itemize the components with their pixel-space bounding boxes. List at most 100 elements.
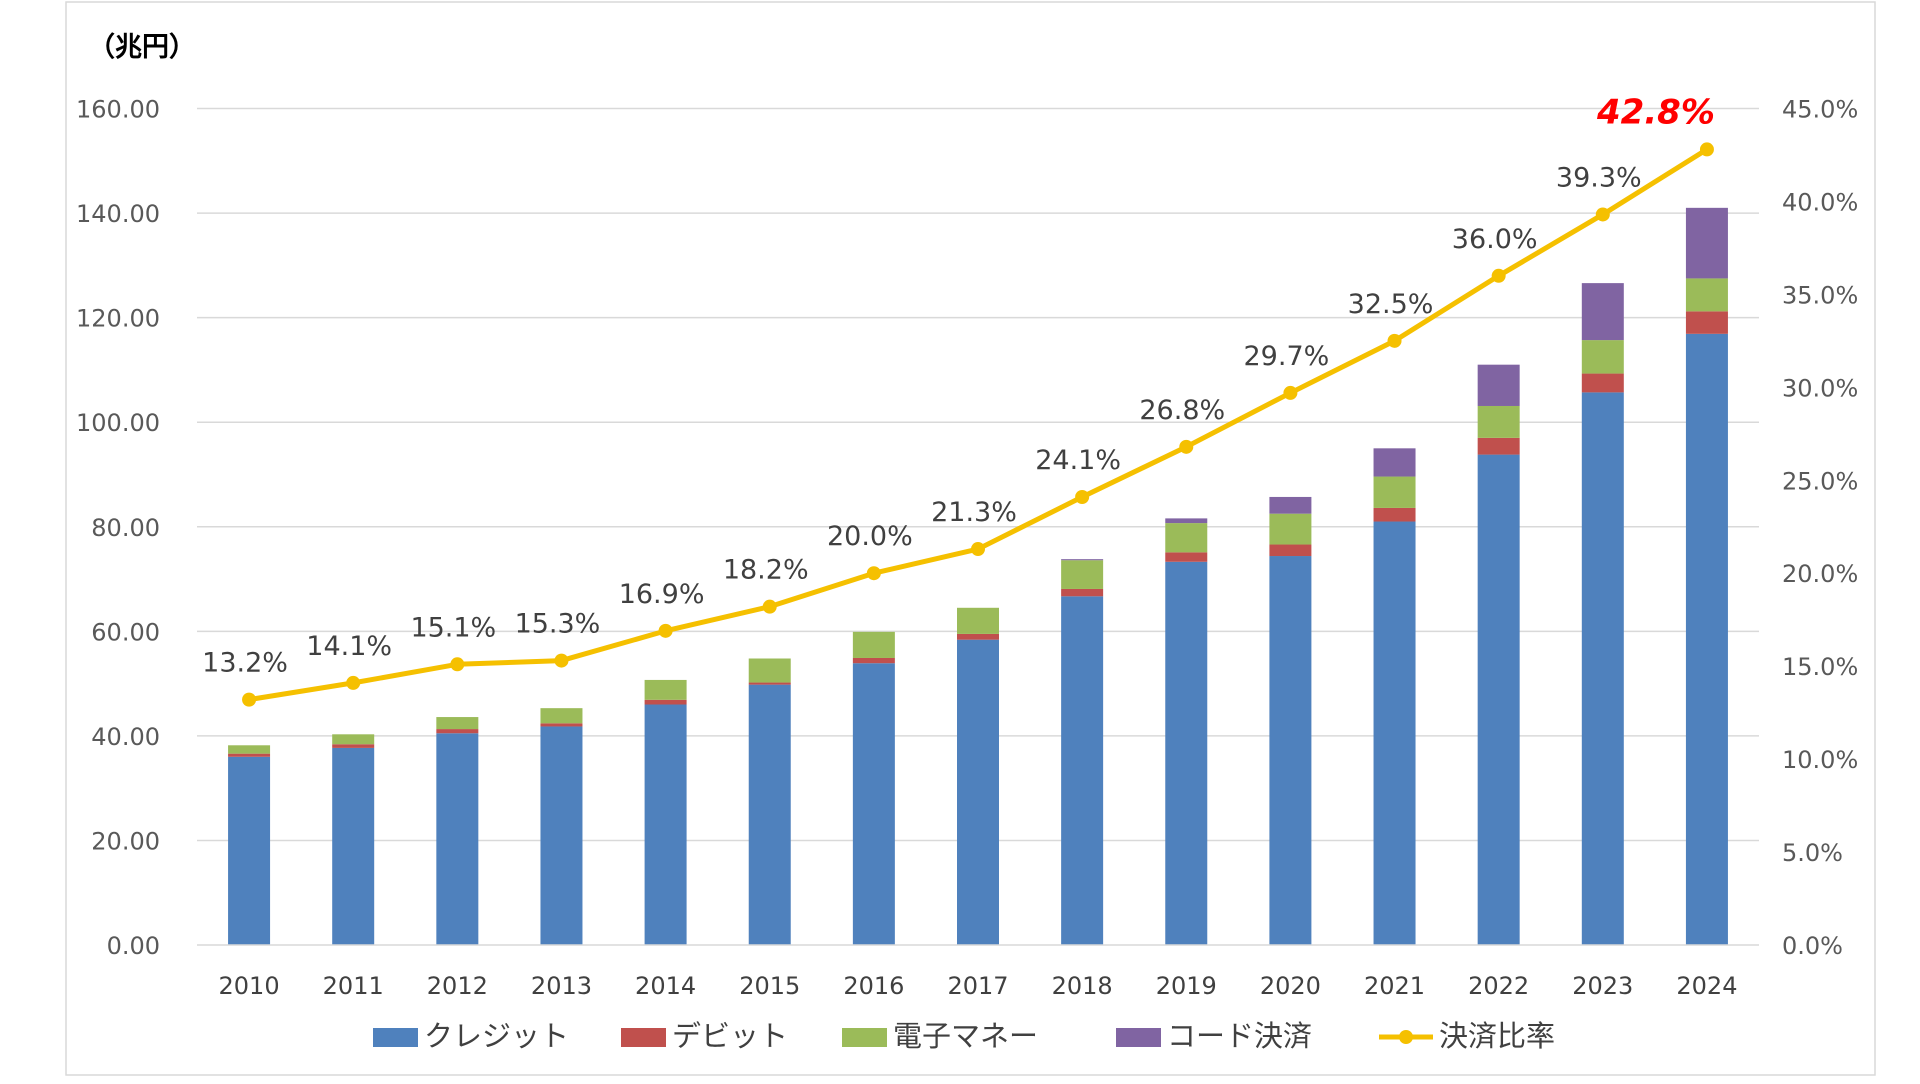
bar-segment-series-3 bbox=[228, 745, 271, 754]
ratio-data-label: 21.3% bbox=[931, 497, 1017, 528]
bar-segment-series-4 bbox=[1061, 559, 1104, 561]
bar-segment-series-1 bbox=[540, 726, 583, 945]
bar-segment-series-1 bbox=[1061, 596, 1104, 945]
legend-swatch bbox=[621, 1028, 666, 1047]
bar-segment-series-4 bbox=[1373, 448, 1416, 477]
ratio-point bbox=[971, 542, 985, 557]
ratio-point bbox=[450, 657, 465, 672]
left-tick-label: 40.00 bbox=[91, 723, 160, 751]
ratio-line-series: 13.2% 14.1% 15.1% 15.3% 16.9% 18.2% 20.0% 21.3%… bbox=[202, 92, 1715, 707]
left-tick-label: 140.00 bbox=[76, 200, 160, 228]
bar-segment-series-1 bbox=[436, 733, 479, 945]
bar-segment-series-3 bbox=[1685, 278, 1728, 312]
ratio-data-label: 32.5% bbox=[1348, 289, 1434, 320]
bar-segment-series-2 bbox=[852, 657, 895, 664]
bar-segment-series-2 bbox=[1685, 311, 1728, 334]
bar-segment-series-2 bbox=[436, 729, 479, 734]
right-tick-label: 10.0% bbox=[1782, 746, 1858, 774]
right-tick-label: 35.0% bbox=[1782, 281, 1858, 309]
ratio-point bbox=[762, 599, 777, 614]
x-tick-label: 2018 bbox=[1052, 972, 1113, 1000]
legend-swatch bbox=[373, 1028, 418, 1047]
ratio-data-label: 15.3% bbox=[515, 609, 601, 640]
y-unit-label: （兆円） bbox=[88, 32, 196, 63]
right-axis-ticks: 0.0% 5.0% 10.0% 15.0% 20.0% 25.0% 30.0% 35.0% 40… bbox=[1782, 96, 1858, 961]
ratio-data-label: 14.1% bbox=[306, 631, 392, 662]
bar-segment-series-3 bbox=[748, 658, 791, 683]
x-tick-label: 2014 bbox=[635, 972, 696, 1000]
left-tick-label: 0.00 bbox=[107, 932, 160, 960]
bar-segment-series-3 bbox=[1477, 405, 1520, 438]
bar-segment-series-4 bbox=[1165, 518, 1208, 524]
bar-segment-series-1 bbox=[228, 756, 271, 945]
bar-segment-series-2 bbox=[1165, 552, 1208, 562]
x-axis: 2010 2011 2012 2013 2014 2015 2016 2017 2018 2019… bbox=[197, 944, 1759, 1000]
bar-segment-series-3 bbox=[1061, 560, 1104, 589]
ratio-data-label: 26.8% bbox=[1139, 395, 1225, 426]
ratio-point bbox=[554, 653, 569, 668]
right-tick-label: 20.0% bbox=[1782, 560, 1858, 588]
bar-segment-series-2 bbox=[748, 682, 791, 685]
legend-label: クレジット bbox=[424, 1019, 569, 1053]
right-tick-label: 45.0% bbox=[1782, 96, 1858, 124]
ratio-data-label: 29.7% bbox=[1244, 341, 1330, 372]
left-tick-label: 120.00 bbox=[76, 305, 160, 333]
ratio-data-label: 36.0% bbox=[1452, 224, 1538, 255]
ratio-data-label: 42.8% bbox=[1596, 92, 1715, 132]
x-tick-label: 2017 bbox=[947, 972, 1008, 1000]
left-tick-label: 60.00 bbox=[91, 618, 160, 646]
bar-segment-series-3 bbox=[852, 631, 895, 658]
x-tick-label: 2010 bbox=[219, 972, 280, 1000]
bar-segment-series-2 bbox=[1269, 544, 1312, 557]
ratio-point bbox=[242, 692, 257, 707]
ratio-point bbox=[658, 623, 673, 638]
ratio-data-label: 20.0% bbox=[827, 521, 913, 552]
ratio-point bbox=[1699, 142, 1714, 157]
legend-label: デビット bbox=[672, 1019, 788, 1053]
x-tick-label: 2019 bbox=[1156, 972, 1217, 1000]
right-tick-label: 15.0% bbox=[1782, 653, 1858, 681]
ratio-point bbox=[1491, 268, 1506, 283]
bar-segment-series-3 bbox=[1165, 523, 1208, 553]
legend-swatch-marker bbox=[1399, 1030, 1413, 1044]
ratio-data-label: 24.1% bbox=[1035, 445, 1121, 476]
right-tick-label: 5.0% bbox=[1782, 839, 1843, 867]
x-tick-label: 2012 bbox=[427, 972, 488, 1000]
right-tick-label: 0.0% bbox=[1782, 932, 1843, 960]
ratio-point bbox=[1283, 385, 1298, 400]
legend: クレジット デビット 電子マネー コード決済 決済比率 bbox=[373, 1019, 1555, 1053]
left-tick-label: 160.00 bbox=[76, 96, 160, 124]
bar-segment-series-2 bbox=[540, 723, 583, 727]
bar-segment-series-2 bbox=[1581, 373, 1624, 393]
right-tick-label: 30.0% bbox=[1782, 374, 1858, 402]
bar-segment-series-4 bbox=[1477, 364, 1520, 406]
bar-segment-series-3 bbox=[1581, 340, 1624, 374]
bar-series bbox=[228, 207, 1728, 946]
ratio-point bbox=[1075, 490, 1090, 505]
bar-segment-series-1 bbox=[1477, 454, 1520, 945]
x-tick-label: 2020 bbox=[1260, 972, 1321, 1000]
ratio-point bbox=[1595, 207, 1610, 222]
bar-segment-series-3 bbox=[644, 679, 687, 700]
legend-label: 電子マネー bbox=[893, 1019, 1038, 1053]
x-tick-label: 2013 bbox=[531, 972, 592, 1000]
bar-segment-series-4 bbox=[1685, 207, 1728, 279]
x-tick-label: 2023 bbox=[1572, 972, 1633, 1000]
bar-segment-series-2 bbox=[644, 699, 687, 705]
bar-segment-series-3 bbox=[1373, 476, 1416, 508]
left-tick-label: 80.00 bbox=[91, 514, 160, 542]
x-tick-label: 2011 bbox=[323, 972, 384, 1000]
legend-label: 決済比率 bbox=[1439, 1019, 1555, 1053]
ratio-point bbox=[1179, 439, 1194, 454]
left-tick-label: 20.00 bbox=[91, 827, 160, 855]
ratio-data-label: 15.1% bbox=[410, 612, 496, 643]
legend-label: コード決済 bbox=[1167, 1019, 1312, 1053]
bar-segment-series-1 bbox=[1373, 521, 1416, 945]
ratio-point bbox=[346, 675, 361, 690]
bar-segment-series-1 bbox=[332, 747, 375, 945]
bar-segment-series-1 bbox=[644, 704, 687, 945]
x-tick-label: 2021 bbox=[1364, 972, 1425, 1000]
ratio-point bbox=[866, 566, 881, 581]
